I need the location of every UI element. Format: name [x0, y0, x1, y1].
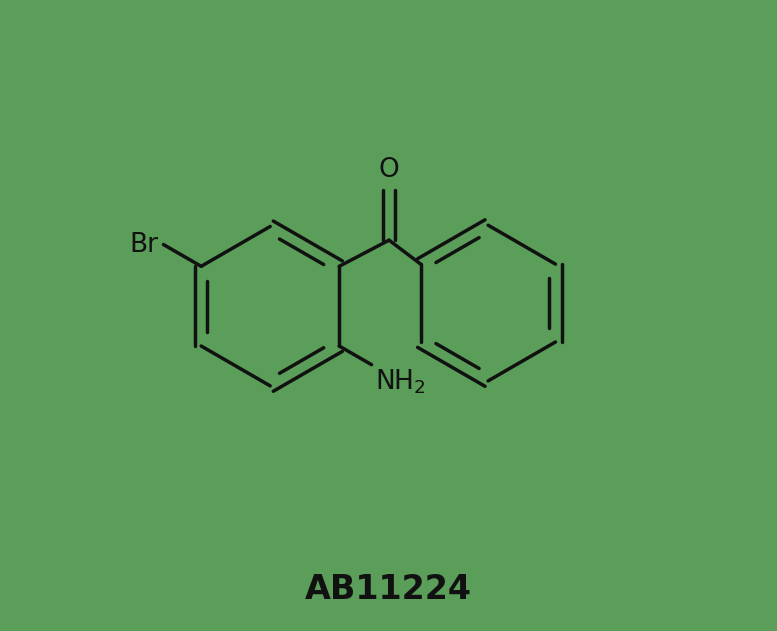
Text: AB11224: AB11224: [305, 573, 472, 606]
Text: NH$_2$: NH$_2$: [375, 368, 426, 396]
Text: O: O: [378, 157, 399, 183]
Text: Br: Br: [130, 232, 159, 257]
